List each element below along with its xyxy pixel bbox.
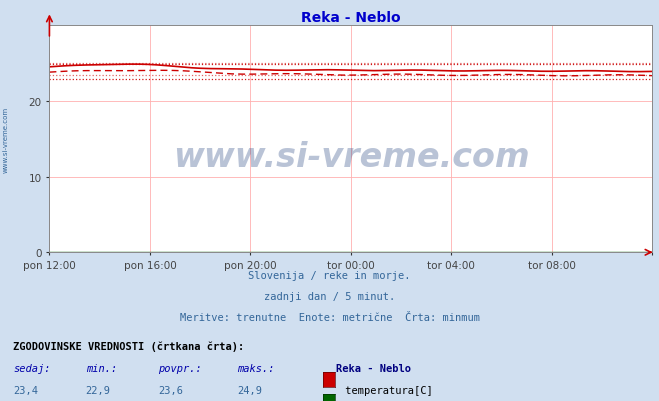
- Text: 22,9: 22,9: [86, 385, 111, 395]
- Text: min.:: min.:: [86, 363, 117, 373]
- Text: maks.:: maks.:: [237, 363, 275, 373]
- Text: zadnji dan / 5 minut.: zadnji dan / 5 minut.: [264, 292, 395, 302]
- Text: 23,4: 23,4: [13, 385, 38, 395]
- Text: povpr.:: povpr.:: [158, 363, 202, 373]
- Text: 23,6: 23,6: [158, 385, 183, 395]
- Text: Meritve: trenutne  Enote: metrične  Črta: minmum: Meritve: trenutne Enote: metrične Črta: …: [179, 312, 480, 322]
- Title: Reka - Neblo: Reka - Neblo: [301, 11, 401, 25]
- Text: www.si-vreme.com: www.si-vreme.com: [2, 106, 9, 172]
- Text: 24,9: 24,9: [237, 385, 262, 395]
- Text: Reka - Neblo: Reka - Neblo: [336, 363, 411, 373]
- Text: temperatura[C]: temperatura[C]: [339, 385, 433, 395]
- Text: ZGODOVINSKE VREDNOSTI (črtkana črta):: ZGODOVINSKE VREDNOSTI (črtkana črta):: [13, 341, 244, 351]
- Text: Slovenija / reke in morje.: Slovenija / reke in morje.: [248, 271, 411, 281]
- Text: www.si-vreme.com: www.si-vreme.com: [173, 141, 529, 174]
- Text: sedaj:: sedaj:: [13, 363, 51, 373]
